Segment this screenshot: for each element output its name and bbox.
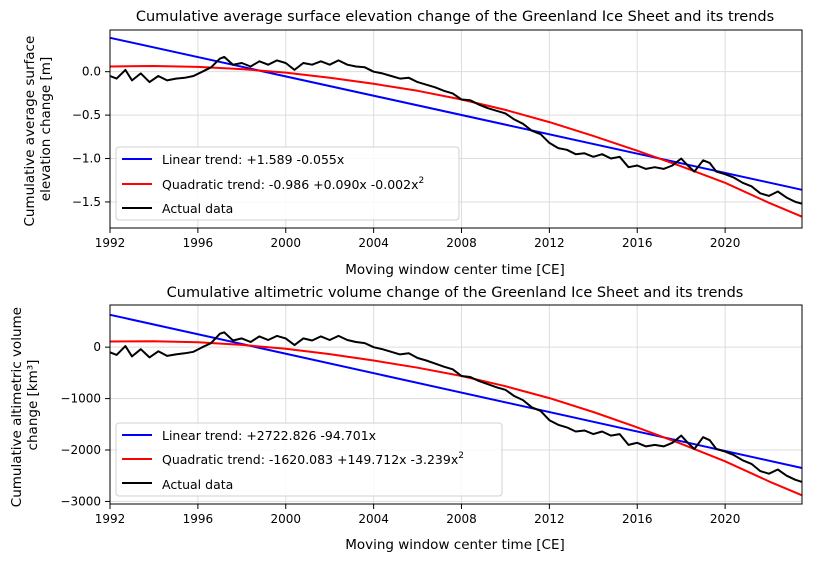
chart-title: Cumulative average surface elevation cha… xyxy=(136,9,774,25)
x-tick-label: 1992 xyxy=(95,236,126,250)
y-tick-label: −2000 xyxy=(60,443,101,457)
legend-label-actual: Actual data xyxy=(162,201,233,216)
y-tick-label: −3000 xyxy=(60,494,101,508)
x-tick-label: 2012 xyxy=(534,512,565,526)
y-tick-label: −1000 xyxy=(60,392,101,406)
y-ticks: 0.0 −0.5 −1.0 −1.5 xyxy=(72,65,110,209)
volume-chart: Cumulative altimetric volume change of t… xyxy=(9,285,803,553)
x-tick-label: 2020 xyxy=(710,236,741,250)
legend: Linear trend: +2722.826 -94.701x Quadrat… xyxy=(115,422,503,497)
y-tick-label: −1.5 xyxy=(72,195,101,209)
legend-label-quadratic-exponent: 2 xyxy=(418,176,424,186)
y-axis-label: Cumulative average surface elevation cha… xyxy=(22,31,54,226)
legend-label-actual: Actual data xyxy=(162,477,233,492)
legend-label-quadratic: Quadratic trend: -1620.083 +149.712x -3.… xyxy=(162,451,464,467)
elevation-chart: Cumulative average surface elevation cha… xyxy=(22,9,803,278)
y-axis-label-line1: Cumulative altimetric volume xyxy=(9,307,25,507)
legend-box xyxy=(115,146,460,221)
legend-box xyxy=(115,422,503,497)
plot-area xyxy=(109,313,803,497)
y-ticks: 0 −1000 −2000 −3000 xyxy=(60,340,110,508)
legend-label-quadratic-text: Quadratic trend: -1620.083 +149.712x -3.… xyxy=(162,452,458,467)
x-tick-label: 2016 xyxy=(622,236,653,250)
x-tick-label: 2004 xyxy=(358,512,389,526)
legend-label-quadratic-exponent: 2 xyxy=(458,451,464,461)
y-axis-label: Cumulative altimetric volume change [km³… xyxy=(9,303,41,507)
x-tick-label: 2016 xyxy=(622,512,653,526)
actual-data-line xyxy=(109,55,803,205)
x-ticks: 1992 1996 2000 2004 2008 2012 2016 2020 xyxy=(95,504,741,526)
x-tick-label: 2000 xyxy=(270,236,301,250)
x-tick-label: 2008 xyxy=(446,236,477,250)
x-tick-label: 2008 xyxy=(446,512,477,526)
x-tick-label: 2012 xyxy=(534,236,565,250)
y-axis-label-line2: change [km³] xyxy=(25,360,41,451)
x-axis-label: Moving window center time [CE] xyxy=(345,537,565,553)
plot-area xyxy=(109,36,803,218)
y-tick-label: −1.0 xyxy=(72,152,101,166)
y-tick-label: 0.0 xyxy=(82,65,101,79)
legend-label-linear: Linear trend: +2722.826 -94.701x xyxy=(162,428,376,443)
y-axis-label-line2: elevation change [m] xyxy=(38,57,54,201)
legend: Linear trend: +1.589 -0.055x Quadratic t… xyxy=(115,146,460,221)
x-ticks: 1992 1996 2000 2004 2008 2012 2016 2020 xyxy=(95,228,741,250)
x-axis-label: Moving window center time [CE] xyxy=(345,262,565,278)
x-tick-label: 1996 xyxy=(183,512,214,526)
legend-label-quadratic-text: Quadratic trend: -0.986 +0.090x -0.002x xyxy=(162,177,418,192)
x-tick-label: 1992 xyxy=(95,512,126,526)
y-axis-label-line1: Cumulative average surface xyxy=(22,36,38,227)
legend-label-quadratic: Quadratic trend: -0.986 +0.090x -0.002x2 xyxy=(162,176,424,192)
actual-data-line xyxy=(109,331,803,483)
x-tick-label: 2020 xyxy=(710,512,741,526)
chart-title: Cumulative altimetric volume change of t… xyxy=(167,285,744,301)
axes-frame xyxy=(109,29,803,229)
x-tick-label: 1996 xyxy=(183,236,214,250)
y-tick-label: −0.5 xyxy=(72,108,101,122)
legend-label-linear: Linear trend: +1.589 -0.055x xyxy=(162,152,344,167)
x-tick-label: 2000 xyxy=(270,512,301,526)
axes-frame xyxy=(109,304,803,505)
y-tick-label: 0 xyxy=(93,340,101,354)
x-tick-label: 2004 xyxy=(358,236,389,250)
